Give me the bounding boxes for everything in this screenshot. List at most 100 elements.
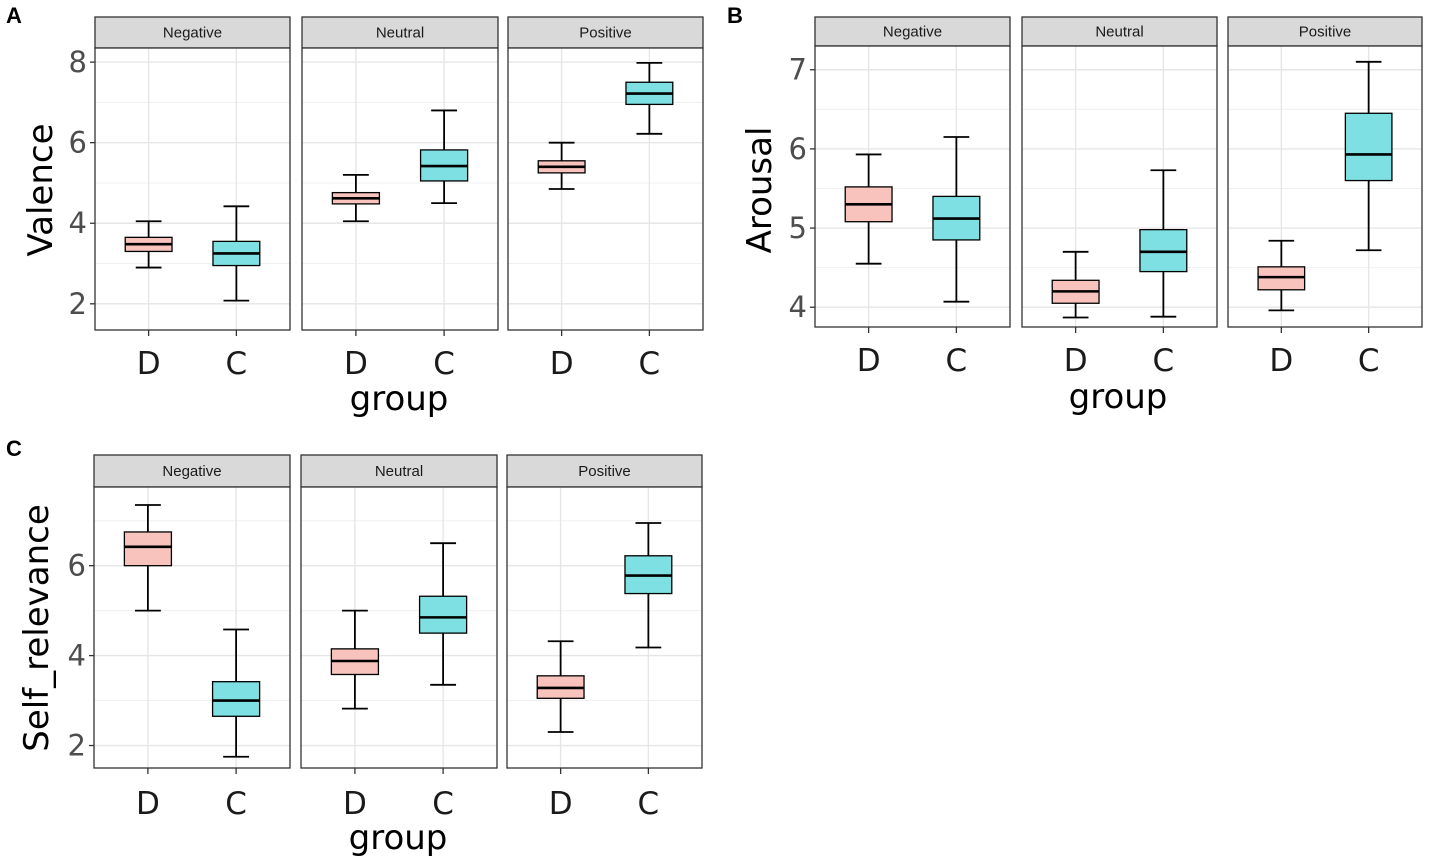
x-tick-label: C — [1153, 343, 1175, 379]
facet-positive: Positive D C — [506, 454, 703, 822]
panel-c: C Negative D C Neutral D C Positive D C 2 4 6 Self_re… — [6, 436, 703, 858]
facet-strip — [1227, 16, 1423, 47]
box-c — [932, 136, 981, 303]
x-axis-title: group — [350, 379, 449, 419]
x-tick-label: D — [1064, 343, 1088, 379]
facet-neutral: Neutral D C — [301, 16, 499, 382]
box-iqr — [418, 595, 468, 634]
plot-border — [814, 45, 1011, 328]
facet-negative: Negative D C — [93, 454, 291, 822]
x-axis-title: group — [1069, 377, 1168, 417]
x-tick-label: C — [432, 786, 454, 822]
box-d — [536, 640, 585, 733]
facet-strip — [506, 454, 703, 488]
plot-border — [1021, 45, 1218, 328]
plot-background — [1228, 46, 1422, 327]
panel-label: A — [6, 3, 22, 28]
y-tick-label: 4 — [789, 290, 807, 324]
y-tick-label: 6 — [789, 132, 807, 166]
y-tick-label: 7 — [789, 53, 807, 87]
plot-background — [508, 48, 703, 330]
x-tick-label: D — [137, 346, 161, 382]
box-d — [1051, 250, 1100, 319]
facet-positive: Positive D C — [507, 16, 704, 382]
panel-label: B — [727, 3, 743, 28]
panel-b: B Negative D C Neutral D C Positive D C 4 5 6 7 Arousa… — [727, 3, 1423, 417]
facet-strip-label: Positive — [579, 25, 632, 42]
x-tick-label: C — [225, 786, 247, 822]
plot-background — [815, 46, 1010, 327]
plot-border — [301, 47, 499, 331]
x-tick-label: C — [639, 346, 661, 382]
x-tick-label: D — [550, 346, 574, 382]
box-c — [1139, 169, 1188, 318]
plot-background — [95, 48, 290, 330]
facet-neutral: Neutral D C — [1021, 16, 1218, 379]
y-tick-label: 2 — [68, 729, 86, 763]
facet-strip — [94, 16, 291, 49]
y-tick-label: 4 — [68, 639, 86, 673]
box-iqr — [1344, 112, 1393, 182]
plot-background — [301, 487, 497, 768]
facet-strip-label: Neutral — [1095, 24, 1143, 41]
box-d — [330, 609, 380, 710]
box-iqr — [211, 681, 261, 717]
y-tick-label: 6 — [68, 549, 86, 583]
box-d — [537, 141, 586, 190]
x-axis-title: group — [349, 818, 448, 858]
x-tick-label: D — [136, 786, 160, 822]
y-tick-label: 8 — [69, 45, 87, 79]
box-c — [624, 522, 673, 649]
facet-positive: Positive D C — [1227, 16, 1423, 379]
facet-negative: Negative D C — [814, 16, 1011, 379]
facet-strip — [814, 16, 1011, 47]
y-tick-label: 2 — [69, 287, 87, 321]
plot-background — [302, 48, 498, 330]
box-c — [211, 628, 261, 758]
x-tick-label: C — [1358, 343, 1380, 379]
y-axis-title: Self_relevance — [17, 504, 57, 752]
facet-strip-label: Neutral — [376, 25, 424, 42]
x-tick-label: D — [857, 343, 881, 379]
plot-border — [1227, 45, 1423, 328]
x-tick-label: C — [226, 346, 248, 382]
facet-strip — [507, 16, 704, 49]
box-iqr — [123, 531, 173, 567]
facet-strip — [93, 454, 291, 488]
plot-background — [94, 487, 290, 768]
x-tick-label: C — [638, 786, 660, 822]
plot-background — [1022, 46, 1217, 327]
facet-strip-label: Positive — [1299, 24, 1352, 41]
plot-border — [506, 486, 703, 769]
facet-neutral: Neutral D C — [300, 454, 498, 822]
box-c — [212, 205, 261, 302]
plot-border — [507, 47, 704, 331]
box-c — [418, 542, 468, 686]
facet-strip-label: Negative — [883, 24, 942, 41]
box-d — [331, 173, 381, 223]
y-tick-label: 6 — [69, 126, 87, 160]
facet-strip — [300, 454, 498, 488]
plot-border — [94, 47, 291, 331]
box-d — [124, 220, 173, 269]
facet-strip — [1021, 16, 1218, 47]
y-tick-label: 5 — [789, 211, 807, 245]
facet-strip — [301, 16, 499, 49]
facet-strip-label: Negative — [162, 463, 221, 480]
x-tick-label: C — [946, 343, 968, 379]
plot-border — [93, 486, 291, 769]
x-tick-label: D — [343, 786, 367, 822]
plot-background — [507, 487, 702, 768]
x-tick-label: C — [433, 346, 455, 382]
x-tick-label: D — [549, 786, 573, 822]
facet-strip-label: Negative — [163, 25, 222, 42]
y-axis-title: Arousal — [740, 127, 780, 254]
facet-strip-label: Positive — [578, 463, 631, 480]
box-d — [1257, 239, 1306, 312]
box-c — [1344, 60, 1393, 252]
facet-negative: Negative D C — [94, 16, 291, 382]
y-tick-label: 4 — [69, 206, 87, 240]
facet-strip-label: Neutral — [375, 463, 423, 480]
box-c — [419, 109, 469, 205]
